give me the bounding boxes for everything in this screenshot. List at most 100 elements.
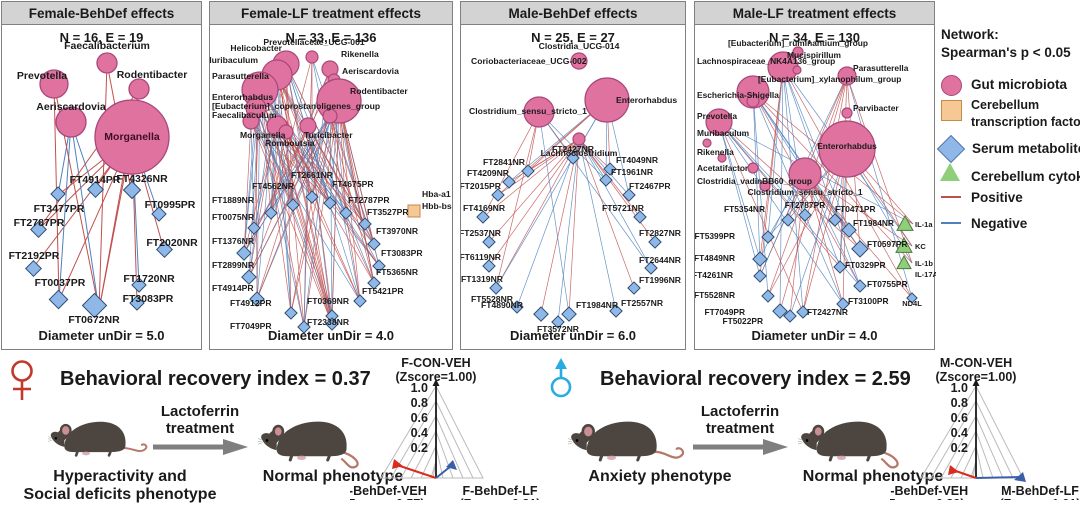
- svg-text:FT2192PR: FT2192PR: [9, 250, 60, 262]
- svg-text:FT4890NR: FT4890NR: [481, 300, 524, 310]
- svg-text:KC: KC: [915, 242, 926, 251]
- svg-text:FT2827NR: FT2827NR: [639, 228, 682, 238]
- svg-text:FT2015PR: FT2015PR: [461, 181, 502, 191]
- svg-text:FT3100PR: FT3100PR: [848, 296, 889, 306]
- svg-text:Enterorhabdus: Enterorhabdus: [817, 141, 877, 151]
- svg-text:(Zscore=1.00): (Zscore=1.00): [396, 370, 477, 384]
- svg-text:Morganella: Morganella: [104, 131, 160, 143]
- svg-text:F-BehDef-VEH: F-BehDef-VEH: [350, 484, 427, 498]
- svg-text:FT5365NR: FT5365NR: [376, 267, 419, 277]
- svg-text:FT4912PR: FT4912PR: [230, 298, 272, 308]
- svg-text:FT2338NR: FT2338NR: [307, 317, 350, 327]
- svg-text:(Zscore=1.00): (Zscore=1.00): [936, 370, 1017, 384]
- svg-text:FT4169NR: FT4169NR: [463, 203, 506, 213]
- svg-text:FT5022PR: FT5022PR: [723, 316, 764, 326]
- svg-text:FT4209NR: FT4209NR: [467, 168, 510, 178]
- svg-text:FT1984NR: FT1984NR: [853, 218, 894, 228]
- svg-text:FT0329PR: FT0329PR: [845, 260, 886, 270]
- svg-text:FT2537NR: FT2537NR: [461, 228, 502, 238]
- svg-text:Prevotella: Prevotella: [17, 70, 67, 82]
- svg-text:Muribaculum: Muribaculum: [697, 128, 749, 138]
- svg-text:0.6: 0.6: [951, 411, 968, 425]
- svg-text:Helicobacter: Helicobacter: [230, 43, 282, 53]
- svg-text:Romboutsia: Romboutsia: [265, 138, 315, 148]
- svg-text:FT0075NR: FT0075NR: [212, 212, 255, 222]
- svg-text:FT2661NR: FT2661NR: [291, 170, 334, 180]
- svg-text:0.6: 0.6: [411, 411, 428, 425]
- svg-text:Clostridium_sensu_stricto_1: Clostridium_sensu_stricto_1: [469, 106, 587, 116]
- svg-text:Parasutterella: Parasutterella: [853, 63, 909, 73]
- svg-text:Hbb-bs: Hbb-bs: [422, 201, 452, 211]
- svg-text:Escherichia-Shigella: Escherichia-Shigella: [697, 90, 779, 100]
- svg-text:FT7049PR: FT7049PR: [230, 321, 272, 331]
- svg-text:FT5399PR: FT5399PR: [695, 231, 735, 241]
- svg-text:[Eubacterium]_xylanophilum_gro: [Eubacterium]_xylanophilum_group: [758, 74, 901, 84]
- svg-text:(Zscore=0.39): (Zscore=0.39): [890, 497, 964, 500]
- svg-text:0.2: 0.2: [411, 441, 428, 455]
- svg-text:FT1376NR: FT1376NR: [212, 236, 255, 246]
- svg-text:[Eubacterium]_ruminantium_grou: [Eubacterium]_ruminantium_group: [728, 38, 868, 48]
- svg-text:Aeriscardovia: Aeriscardovia: [342, 66, 399, 76]
- svg-text:FT1720NR: FT1720NR: [123, 273, 175, 285]
- svg-text:IL-1a: IL-1a: [915, 220, 933, 229]
- svg-text:ND4L: ND4L: [902, 299, 922, 308]
- svg-text:FT1961NR: FT1961NR: [611, 167, 654, 177]
- svg-text:F-BehDef-LF: F-BehDef-LF: [463, 484, 538, 498]
- svg-text:Clostridia_vadinBB60_group: Clostridia_vadinBB60_group: [697, 176, 812, 186]
- svg-text:Parasutterella: Parasutterella: [212, 71, 269, 81]
- svg-text:FT0597PR: FT0597PR: [867, 239, 908, 249]
- svg-text:FT3970NR: FT3970NR: [376, 226, 419, 236]
- svg-text:FT4675PR: FT4675PR: [332, 179, 374, 189]
- svg-text:FT2557NR: FT2557NR: [621, 298, 664, 308]
- svg-text:FT5421PR: FT5421PR: [362, 286, 404, 296]
- svg-text:FT0995PR: FT0995PR: [145, 199, 196, 211]
- svg-text:IL-1b: IL-1b: [915, 259, 933, 268]
- svg-text:(Zscore=1.01): (Zscore=1.01): [1000, 497, 1080, 500]
- svg-text:F-CON-VEH: F-CON-VEH: [401, 356, 470, 370]
- svg-text:Clostridia_UCG-014: Clostridia_UCG-014: [539, 41, 620, 51]
- svg-text:Prevotella: Prevotella: [697, 111, 737, 121]
- svg-text:FT2787PR: FT2787PR: [785, 200, 826, 210]
- svg-text:FT3527PR: FT3527PR: [367, 207, 409, 217]
- svg-text:Muribaculum: Muribaculum: [210, 55, 258, 65]
- svg-text:0.8: 0.8: [951, 396, 968, 410]
- svg-text:M-CON-VEH: M-CON-VEH: [940, 356, 1012, 370]
- svg-text:FT0755PR: FT0755PR: [867, 279, 908, 289]
- svg-text:FT3083PR: FT3083PR: [123, 293, 174, 305]
- svg-text:FT3083PR: FT3083PR: [381, 248, 423, 258]
- svg-text:FT2841NR: FT2841NR: [483, 157, 526, 167]
- svg-text:M-BehDef-VEH: M-BehDef-VEH: [890, 484, 968, 498]
- svg-text:Acetatifactor: Acetatifactor: [697, 163, 749, 173]
- svg-text:IL-17A: IL-17A: [915, 270, 936, 279]
- svg-text:FT4914PR: FT4914PR: [212, 283, 254, 293]
- svg-text:FT4261NR: FT4261NR: [695, 270, 733, 280]
- svg-text:0.4: 0.4: [411, 426, 428, 440]
- svg-text:FT4049NR: FT4049NR: [616, 155, 659, 165]
- svg-text:FT5354NR: FT5354NR: [724, 204, 765, 214]
- svg-text:Faecalibaculum: Faecalibaculum: [212, 110, 277, 120]
- svg-text:FT2427NR: FT2427NR: [807, 307, 848, 317]
- svg-text:M-BehDef-LF: M-BehDef-LF: [1001, 484, 1079, 498]
- svg-text:FT2467PR: FT2467PR: [629, 181, 671, 191]
- svg-text:FT1889NR: FT1889NR: [212, 195, 255, 205]
- svg-text:Coriobacteriaceae_UCG-002: Coriobacteriaceae_UCG-002: [471, 56, 587, 66]
- svg-text:FT2899NR: FT2899NR: [212, 260, 255, 270]
- svg-text:FT4914PR: FT4914PR: [70, 174, 121, 186]
- svg-text:FT3572NR: FT3572NR: [537, 324, 580, 334]
- svg-text:FT0471PR: FT0471PR: [835, 204, 876, 214]
- svg-text:Rikenella: Rikenella: [341, 49, 379, 59]
- svg-text:FT0369NR: FT0369NR: [307, 296, 350, 306]
- svg-text:Lachnospiraceae_NK4A136_group: Lachnospiraceae_NK4A136_group: [697, 56, 835, 66]
- svg-text:FT0672NR: FT0672NR: [68, 314, 120, 326]
- svg-text:Aeriscardovia: Aeriscardovia: [36, 101, 106, 113]
- svg-text:FT1984NR: FT1984NR: [576, 300, 619, 310]
- svg-text:0.4: 0.4: [951, 426, 968, 440]
- svg-text:FT3477PR: FT3477PR: [34, 203, 85, 215]
- svg-text:FT2427NR: FT2427NR: [552, 144, 595, 154]
- svg-text:0.2: 0.2: [951, 441, 968, 455]
- svg-text:FT2020NR: FT2020NR: [146, 237, 198, 249]
- svg-text:FT2787PR: FT2787PR: [348, 195, 390, 205]
- svg-text:FT2787PR: FT2787PR: [14, 217, 65, 229]
- svg-text:FT0037PR: FT0037PR: [35, 277, 86, 289]
- svg-text:FT4849NR: FT4849NR: [695, 253, 735, 263]
